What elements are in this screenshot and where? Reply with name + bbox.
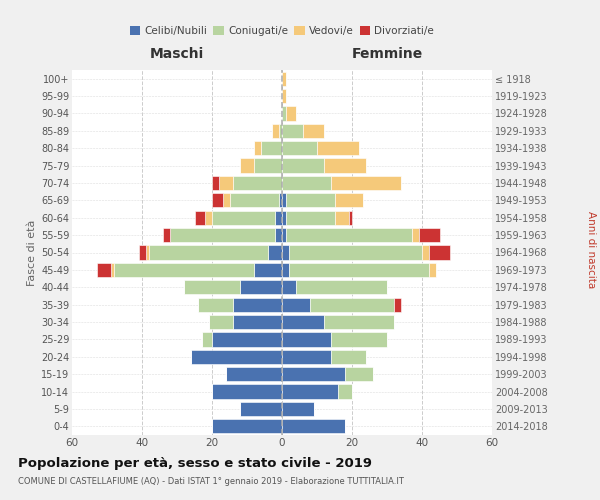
Text: Popolazione per età, sesso e stato civile - 2019: Popolazione per età, sesso e stato civil… — [18, 458, 372, 470]
Bar — [278, 193, 282, 208]
Bar — [271, 124, 278, 138]
Bar — [282, 419, 345, 434]
Text: Maschi: Maschi — [150, 47, 204, 61]
Bar — [223, 193, 229, 208]
Bar — [194, 210, 205, 225]
Bar — [282, 193, 286, 208]
Bar — [240, 158, 254, 172]
Bar — [275, 228, 282, 242]
Bar — [282, 210, 286, 225]
Text: Anni di nascita: Anni di nascita — [586, 212, 596, 288]
Bar — [286, 193, 335, 208]
Bar — [254, 141, 261, 156]
Bar — [219, 176, 233, 190]
Bar — [331, 332, 387, 346]
Bar — [282, 228, 286, 242]
Bar — [335, 193, 362, 208]
Bar — [394, 298, 401, 312]
Bar — [229, 193, 278, 208]
Bar — [282, 158, 324, 172]
Bar — [146, 246, 149, 260]
Bar — [345, 367, 373, 382]
Bar — [268, 246, 282, 260]
Bar — [212, 176, 219, 190]
Bar — [233, 176, 282, 190]
Bar — [240, 402, 282, 416]
Bar — [286, 228, 412, 242]
Bar — [97, 263, 110, 277]
Bar — [114, 263, 254, 277]
Bar — [275, 210, 282, 225]
Y-axis label: Fasce di età: Fasce di età — [26, 220, 37, 286]
Bar — [282, 384, 338, 398]
Bar — [149, 246, 268, 260]
Bar — [212, 384, 282, 398]
Bar — [324, 158, 366, 172]
Bar — [212, 332, 282, 346]
Bar — [303, 124, 324, 138]
Bar — [110, 263, 114, 277]
Bar — [282, 350, 331, 364]
Bar — [419, 228, 439, 242]
Bar — [282, 263, 289, 277]
Bar — [317, 141, 359, 156]
Bar — [286, 106, 296, 120]
Bar — [282, 72, 286, 86]
Bar — [429, 246, 450, 260]
Bar — [338, 384, 352, 398]
Bar — [412, 228, 419, 242]
Bar — [335, 210, 349, 225]
Bar — [349, 210, 352, 225]
Bar — [429, 263, 436, 277]
Bar — [289, 263, 429, 277]
Bar — [282, 332, 331, 346]
Bar — [282, 176, 331, 190]
Bar — [198, 298, 233, 312]
Bar — [282, 367, 345, 382]
Bar — [324, 315, 394, 329]
Bar — [282, 298, 310, 312]
Bar — [286, 210, 335, 225]
Legend: Celibi/Nubili, Coniugati/e, Vedovi/e, Divorziati/e: Celibi/Nubili, Coniugati/e, Vedovi/e, Di… — [128, 24, 436, 38]
Bar — [233, 315, 282, 329]
Bar — [331, 350, 366, 364]
Bar — [212, 210, 275, 225]
Bar — [282, 280, 296, 294]
Text: Femmine: Femmine — [352, 47, 422, 61]
Bar — [226, 367, 282, 382]
Bar — [331, 176, 401, 190]
Bar — [170, 228, 275, 242]
Bar — [209, 315, 233, 329]
Bar — [289, 246, 422, 260]
Bar — [202, 332, 212, 346]
Bar — [282, 106, 286, 120]
Bar — [278, 124, 282, 138]
Bar — [212, 419, 282, 434]
Bar — [254, 263, 282, 277]
Bar — [191, 350, 282, 364]
Bar — [282, 89, 286, 103]
Bar — [282, 402, 314, 416]
Bar — [296, 280, 387, 294]
Bar — [233, 298, 282, 312]
Text: COMUNE DI CASTELLAFIUME (AQ) - Dati ISTAT 1° gennaio 2019 - Elaborazione TUTTITA: COMUNE DI CASTELLAFIUME (AQ) - Dati ISTA… — [18, 478, 404, 486]
Bar — [184, 280, 240, 294]
Bar — [240, 280, 282, 294]
Bar — [205, 210, 212, 225]
Bar — [422, 246, 429, 260]
Bar — [261, 141, 282, 156]
Bar — [310, 298, 394, 312]
Bar — [282, 315, 324, 329]
Bar — [163, 228, 170, 242]
Bar — [212, 193, 223, 208]
Bar — [254, 158, 282, 172]
Bar — [282, 141, 317, 156]
Bar — [139, 246, 146, 260]
Bar — [282, 246, 289, 260]
Bar — [282, 124, 303, 138]
